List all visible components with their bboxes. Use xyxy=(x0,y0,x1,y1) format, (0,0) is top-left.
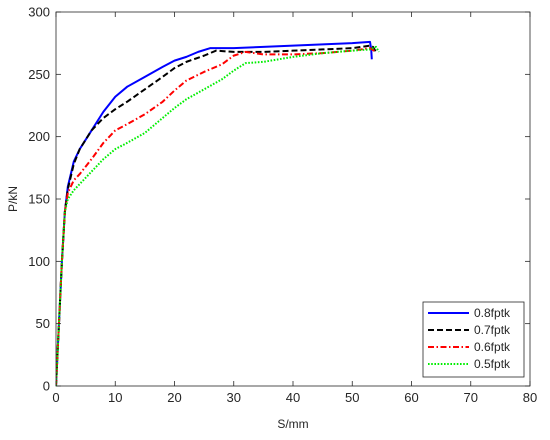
x-tick-label: 50 xyxy=(345,390,359,405)
series-layer xyxy=(56,40,380,387)
series-line-0.7fptk xyxy=(56,44,377,387)
legend-label-0.6fptk: 0.6fptk xyxy=(474,340,511,354)
x-tick-label: 0 xyxy=(52,390,59,405)
y-tick-label: 0 xyxy=(43,379,50,394)
y-tick-label: 100 xyxy=(28,254,50,269)
x-tick-label: 40 xyxy=(286,390,300,405)
x-tick-label: 80 xyxy=(523,390,537,405)
legend-box xyxy=(422,301,525,378)
x-tick-label: 20 xyxy=(167,390,181,405)
x-tick-label: 60 xyxy=(404,390,418,405)
legend-label-0.5fptk: 0.5fptk xyxy=(474,357,511,371)
series-line-0.8fptk xyxy=(56,40,373,387)
legend-label-0.7fptk: 0.7fptk xyxy=(474,323,511,337)
x-tick-label: 30 xyxy=(227,390,241,405)
y-tick-label: 50 xyxy=(36,316,50,331)
y-tick-label: 300 xyxy=(28,5,50,20)
x-axis-label: S/mm xyxy=(277,417,308,431)
legend-label-0.8fptk: 0.8fptk xyxy=(474,306,511,320)
y-tick-label: 150 xyxy=(28,192,50,207)
y-tick-label: 250 xyxy=(28,67,50,82)
series-line-0.6fptk xyxy=(56,47,377,387)
series-line-0.5fptk xyxy=(56,45,380,387)
ticks-layer: 0 10 20 30 40 50 60 70 80 0 50 100 150 200 250 300 xyxy=(28,5,537,406)
legend: 0.8fptk 0.7fptk 0.6fptk 0.5fptk xyxy=(422,301,525,378)
x-tick-label: 70 xyxy=(464,390,478,405)
x-tick-label: 10 xyxy=(108,390,122,405)
y-axis-label: P/kN xyxy=(6,186,20,212)
y-tick-label: 200 xyxy=(28,129,50,144)
